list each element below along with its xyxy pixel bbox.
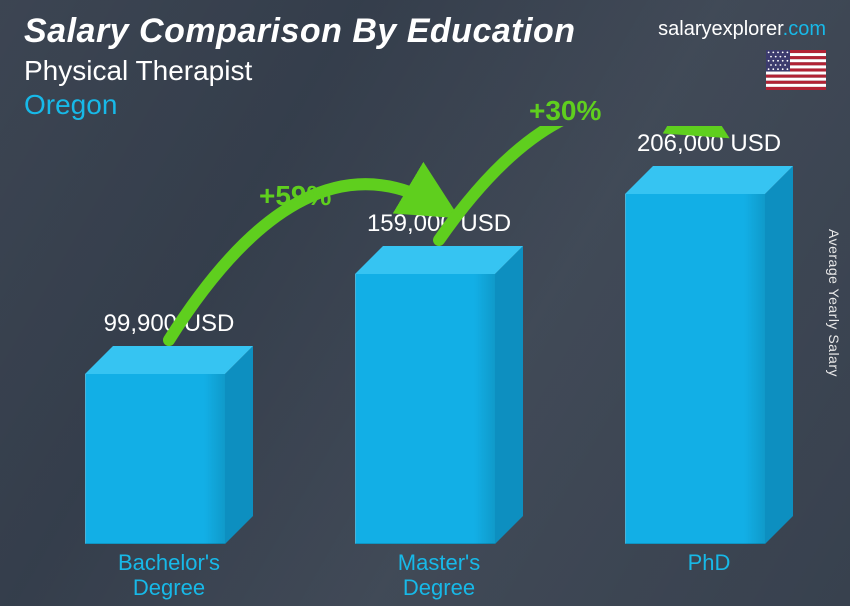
- increase-arc-1: [0, 126, 850, 606]
- header: Salary Comparison By Education Physical …: [24, 12, 576, 121]
- brand-text-b: .com: [783, 18, 826, 40]
- page-title: Salary Comparison By Education: [24, 12, 576, 51]
- brand-text-a: salaryexplorer: [658, 18, 783, 40]
- increase-label-1: +30%: [529, 95, 601, 127]
- page-location: Oregon: [24, 89, 576, 121]
- salary-chart: 99,900 USDBachelor'sDegree159,000 USDMas…: [0, 126, 850, 606]
- brand-logo: salaryexplorer.com: [658, 18, 826, 41]
- flag-icon: [766, 50, 826, 90]
- page-subtitle: Physical Therapist: [24, 55, 576, 87]
